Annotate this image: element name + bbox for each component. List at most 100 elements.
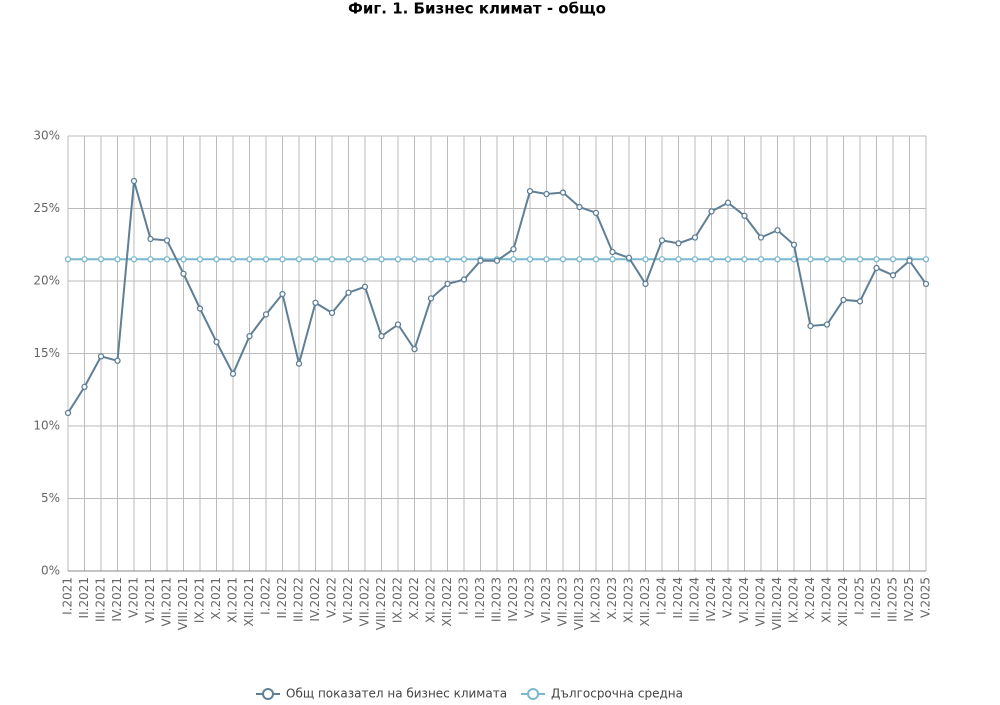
x-tick-label: VI.2024 (737, 577, 751, 623)
data-point (147, 235, 154, 243)
x-tick-label: XI.2023 (622, 577, 636, 623)
data-point (526, 187, 534, 195)
data-point (889, 272, 897, 279)
data-point (163, 256, 171, 263)
data-point (691, 234, 699, 241)
data-point (873, 264, 880, 272)
data-point (856, 256, 864, 263)
data-point (675, 256, 682, 263)
data-point (823, 256, 831, 263)
data-point (807, 322, 814, 330)
x-tick-label: XI.2021 (226, 577, 240, 623)
x-tick-label: IX.2023 (589, 577, 603, 623)
data-point (625, 254, 633, 261)
data-point (229, 256, 237, 263)
data-point (328, 256, 336, 263)
x-tick-label: I.2024 (655, 577, 669, 615)
x-tick-label: I.2021 (61, 577, 75, 615)
x-tick-label: VI.2022 (341, 577, 355, 623)
data-point (724, 256, 732, 263)
x-tick-label: IV.2023 (506, 577, 520, 622)
x-tick-label: III.2023 (490, 577, 504, 622)
x-tick-label: I.2022 (259, 577, 273, 615)
data-point (576, 203, 583, 211)
data-point (708, 256, 715, 263)
data-point (295, 360, 303, 367)
data-point (97, 256, 105, 263)
x-tick-label: VIII.2022 (374, 577, 388, 630)
data-point (840, 296, 847, 304)
data-point (262, 311, 270, 318)
data-point (114, 256, 121, 263)
x-tick-label: V.2023 (523, 577, 537, 618)
data-point (279, 290, 286, 298)
data-point (196, 305, 204, 312)
data-point (526, 256, 534, 263)
data-point (81, 256, 88, 263)
data-point (609, 248, 616, 256)
legend-label: Общ показател на бизнес климата (286, 687, 507, 701)
x-tick-label: XII.2022 (440, 577, 454, 627)
y-tick-label: 15% (33, 346, 60, 360)
x-tick-label: II.2022 (275, 577, 289, 618)
data-point (807, 256, 814, 263)
data-point (81, 383, 88, 391)
x-tick-label: VIII.2024 (770, 577, 784, 630)
data-point (345, 256, 352, 263)
y-tick-label: 0% (41, 564, 60, 578)
x-tick-label: I.2023 (457, 577, 471, 615)
data-point (345, 289, 352, 296)
x-tick-label: VI.2023 (539, 577, 553, 623)
x-tick-label: X.2021 (209, 577, 223, 620)
x-tick-label: II.2023 (473, 577, 487, 618)
data-point (691, 256, 699, 263)
x-tick-label: V.2022 (325, 577, 339, 618)
data-point (592, 209, 600, 217)
legend-marker (262, 688, 274, 700)
data-point (411, 345, 418, 353)
data-point (64, 409, 72, 417)
x-tick-label: II.2025 (869, 577, 883, 618)
data-point (774, 256, 781, 263)
x-tick-label: II.2021 (77, 577, 91, 618)
x-tick-label: VI.2021 (143, 577, 157, 623)
x-tick-label: X.2022 (407, 577, 421, 620)
data-point (642, 280, 649, 288)
x-tick-label: IV.2022 (308, 577, 322, 622)
data-point (840, 256, 847, 263)
data-point (229, 370, 237, 377)
data-point (856, 298, 864, 305)
data-point (757, 256, 765, 263)
x-tick-label: V.2021 (127, 577, 141, 618)
data-point (378, 256, 385, 263)
data-point (543, 190, 550, 198)
data-point (427, 295, 435, 302)
x-tick-label: IX.2021 (193, 577, 207, 623)
x-tick-label: V.2025 (919, 577, 933, 618)
data-point (213, 256, 220, 263)
data-point (873, 256, 880, 263)
data-point (163, 237, 171, 244)
data-point (130, 256, 138, 263)
data-point (460, 256, 468, 263)
data-point (180, 256, 187, 263)
data-point (708, 208, 715, 215)
data-point (262, 256, 270, 263)
data-point (312, 299, 319, 306)
y-tick-label: 20% (33, 274, 60, 288)
data-point (130, 177, 138, 185)
data-point (246, 332, 253, 340)
data-point (823, 321, 831, 328)
data-point (64, 256, 72, 263)
data-point (97, 353, 105, 360)
data-point (757, 234, 765, 241)
data-point (559, 189, 567, 196)
data-point (675, 240, 682, 247)
data-point (394, 256, 402, 263)
x-tick-label: X.2024 (803, 577, 817, 620)
data-point (213, 338, 220, 346)
x-tick-label: XI.2024 (820, 577, 834, 623)
data-point (543, 256, 550, 263)
data-point (510, 245, 517, 253)
